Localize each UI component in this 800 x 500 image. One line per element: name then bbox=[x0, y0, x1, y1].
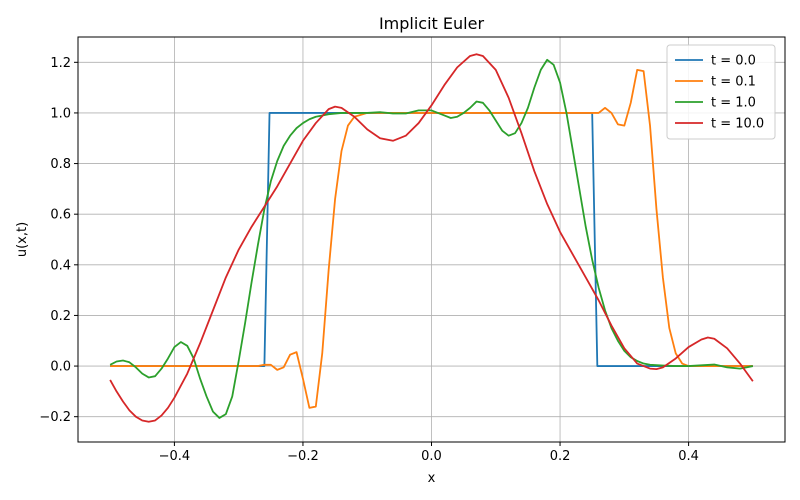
legend-label-3: t = 10.0 bbox=[711, 117, 764, 132]
x-tick-label: 0.4 bbox=[678, 449, 699, 464]
legend-label-1: t = 0.1 bbox=[711, 75, 756, 90]
y-tick-label: 0.0 bbox=[50, 360, 71, 375]
x-tick-label: 0.0 bbox=[421, 449, 442, 464]
legend: t = 0.0 t = 0.1 t = 1.0 t = 10.0 bbox=[666, 44, 776, 140]
x-tick-label: −0.4 bbox=[159, 449, 191, 464]
series-line-2 bbox=[109, 58, 754, 419]
legend-label-0: t = 0.0 bbox=[711, 54, 756, 69]
legend-box bbox=[666, 44, 776, 140]
y-tick-label: 1.0 bbox=[50, 106, 71, 121]
y-axis-ticks: −0.2 0.0 0.2 0.4 0.6 0.8 1.0 1.2 bbox=[39, 56, 78, 425]
y-tick-label: 0.2 bbox=[50, 309, 71, 324]
x-tick-label: −0.2 bbox=[287, 449, 319, 464]
x-axis-ticks: −0.4 −0.2 0.0 0.2 0.4 bbox=[159, 442, 699, 464]
legend-label-2: t = 1.0 bbox=[711, 96, 756, 111]
y-tick-label: 0.6 bbox=[50, 208, 71, 223]
series-line-3 bbox=[109, 53, 754, 423]
x-tick-label: 0.2 bbox=[550, 449, 571, 464]
x-axis-label: x bbox=[428, 471, 436, 486]
y-tick-label: 0.8 bbox=[50, 157, 71, 172]
y-axis-label: u(x,t) bbox=[15, 222, 30, 257]
y-tick-label: 1.2 bbox=[50, 56, 71, 71]
y-tick-label: −0.2 bbox=[39, 410, 71, 425]
series-line-1 bbox=[110, 69, 753, 409]
y-tick-label: 0.4 bbox=[50, 258, 71, 273]
series-layer bbox=[109, 53, 754, 423]
chart-title: Implicit Euler bbox=[379, 14, 484, 33]
